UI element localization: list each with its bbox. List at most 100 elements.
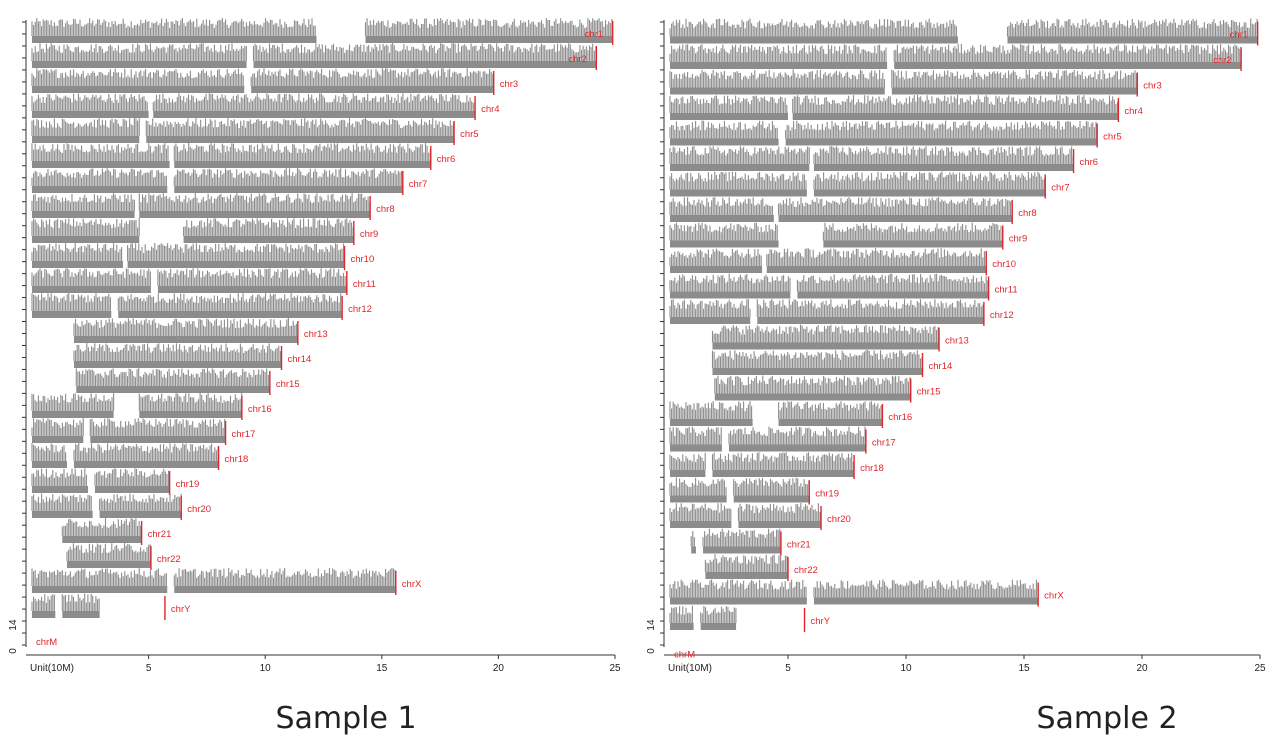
coverage-spikes <box>31 268 151 286</box>
coverage-band <box>32 211 135 218</box>
coverage-spikes <box>157 268 348 286</box>
chromosome-row-chr20: chr20 <box>31 493 211 520</box>
coverage-spikes <box>669 401 753 419</box>
chromosome-label: chr22 <box>157 554 181 565</box>
coverage-spikes <box>31 43 247 61</box>
coverage-spikes <box>711 324 939 343</box>
coverage-spikes <box>669 299 751 317</box>
coverage-spikes <box>700 606 737 623</box>
chromosome-label: chr21 <box>148 529 172 540</box>
coverage-band <box>670 138 779 146</box>
coverage-band <box>729 444 866 452</box>
x-tick-label: 5 <box>785 663 791 674</box>
chromosome-label: chr19 <box>176 479 200 490</box>
chromosome-row-chr15: chr15 <box>714 375 940 403</box>
coverage-spikes <box>690 531 695 547</box>
coverage-band <box>733 495 810 503</box>
chromosome-label: chr7 <box>409 179 427 190</box>
coverage-band <box>670 36 958 44</box>
coverage-band <box>894 62 1242 69</box>
coverage-band <box>703 546 781 554</box>
coverage-band <box>32 286 151 293</box>
chromosome-row-chr15: chr15 <box>75 368 300 395</box>
coverage-band <box>66 561 151 568</box>
coverage-spikes <box>31 594 55 611</box>
coverage-band <box>118 311 343 318</box>
coverage-band <box>94 486 170 493</box>
coverage-spikes <box>778 401 882 419</box>
chromosome-label: chr22 <box>794 565 818 576</box>
coverage-spikes <box>711 350 923 368</box>
chromosome-label: chr3 <box>1143 81 1161 92</box>
chromosome-label: chr10 <box>992 259 1016 270</box>
coverage-spikes <box>669 171 807 190</box>
chromosome-row-chr13: chr13 <box>73 318 328 345</box>
coverage-band <box>714 393 911 401</box>
chromosome-row-chr11: chr11 <box>669 273 1018 301</box>
chromosome-label: chr1 <box>585 29 603 40</box>
coverage-band <box>1007 36 1258 44</box>
coverage-spikes <box>173 568 396 586</box>
x-tick-label: 10 <box>260 663 272 674</box>
x-tick-label: 10 <box>900 663 912 674</box>
coverage-spikes <box>99 493 182 511</box>
coverage-spikes <box>31 193 135 211</box>
coverage-spikes <box>669 503 732 521</box>
coverage-band <box>670 521 732 528</box>
coverage-spikes <box>702 528 781 547</box>
chromosome-row-chr5: chr5 <box>669 120 1122 148</box>
coverage-spikes <box>669 69 885 88</box>
chromosome-label: chr12 <box>348 304 372 315</box>
coverage-band <box>32 611 56 618</box>
coverage-spikes <box>31 93 148 111</box>
coverage-spikes <box>669 426 722 445</box>
chromosome-row-chr10: chr10 <box>669 248 1016 275</box>
coverage-band <box>670 240 779 248</box>
coverage-band <box>891 87 1138 95</box>
coverage-spikes <box>737 503 821 521</box>
coverage-spikes <box>173 168 403 186</box>
panel-2: 0 14 5 10 15 20 25 Unit(10M) chr1 chr2 chr3 chr4 chr… <box>646 18 1266 736</box>
coverage-spikes <box>73 443 219 461</box>
chromosome-label: chr11 <box>353 279 376 290</box>
coverage-spikes <box>31 493 92 511</box>
coverage-band <box>32 486 88 493</box>
coverage-spikes <box>669 197 773 215</box>
coverage-spikes <box>669 579 807 598</box>
chromosome-row-chr8: chr8 <box>669 197 1037 224</box>
coverage-band <box>778 419 883 426</box>
coverage-band <box>183 236 354 243</box>
coverage-spikes <box>138 193 371 211</box>
coverage-spikes <box>31 568 167 586</box>
chromosome-row-chr19: chr19 <box>669 477 839 505</box>
coverage-band <box>32 111 149 118</box>
coverage-spikes <box>669 477 727 496</box>
chromosome-label: chr8 <box>1018 208 1036 219</box>
chromosome-label: chr12 <box>990 310 1014 321</box>
chromosome-row-chr7: chr7 <box>669 171 1070 199</box>
coverage-band <box>813 597 1039 605</box>
coverage-band <box>139 411 242 418</box>
coverage-spikes <box>813 171 1045 190</box>
coverage-band <box>32 61 247 68</box>
coverage-band <box>32 236 140 243</box>
coverage-band <box>670 113 788 120</box>
coverage-band <box>99 511 182 518</box>
chromosome-label: chr9 <box>1009 234 1027 245</box>
chromosome-label: chr11 <box>995 285 1018 296</box>
coverage-band <box>174 161 431 168</box>
chromosome-row-chr8: chr8 <box>31 193 395 220</box>
chromosome-row-chr12: chr12 <box>669 299 1014 326</box>
chromosome-row-chrX: chrX <box>31 568 422 595</box>
coverage-band <box>670 470 706 477</box>
chromosome-row-chr16: chr16 <box>669 401 912 428</box>
coverage-spikes <box>778 197 1013 215</box>
coverage-spikes <box>785 120 1097 139</box>
coverage-band <box>32 436 84 443</box>
chromosome-row-chr18: chr18 <box>669 452 884 479</box>
chromosome-label: chr1 <box>1230 30 1248 41</box>
chromosome-label: chr10 <box>350 254 374 265</box>
chromosome-label: chrM <box>36 637 57 648</box>
coverage-band <box>712 368 923 375</box>
chromosome-label: chr4 <box>481 104 499 115</box>
